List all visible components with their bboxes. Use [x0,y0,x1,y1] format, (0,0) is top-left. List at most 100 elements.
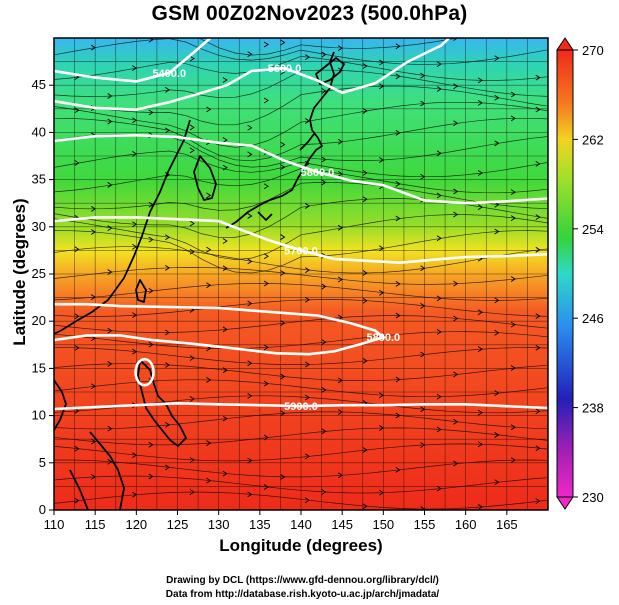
streamline-arrow [148,201,154,208]
y-tick-label: 20 [32,313,46,328]
y-axis: 0 5 10 15 20 25 30 35 40 45 [32,77,54,517]
streamline-arrow [304,118,311,124]
streamline-arrow [436,485,442,492]
streamline-arrow [206,106,212,113]
streamline-arrow [436,150,442,157]
streamline-arrow [222,238,228,244]
streamline-arrow [206,377,212,383]
streamline-arrow [477,204,483,210]
korea-coastline [193,155,217,201]
streamline-arrow [222,367,228,374]
streamline-arrow [222,326,228,333]
streamline-arrow [477,309,483,316]
streamline-arrow [477,100,483,106]
streamline-arrow [222,470,228,477]
streamline-arrow [420,72,426,79]
streamline-arrow [321,339,327,346]
streamline-arrow [453,280,459,287]
streamline [54,117,548,162]
contour-label: 5700.0 [284,245,318,257]
streamline-arrow [510,91,516,98]
streamline-arrow [132,65,138,72]
streamline-arrow [494,390,500,396]
streamline-arrow [362,63,368,69]
taiwan-coastline [135,279,147,303]
streamline-arrow [510,215,516,222]
streamline-arrow [362,270,368,276]
streamline-arrow [453,83,459,90]
streamline-arrow [247,124,253,131]
streamline-arrow [280,234,286,240]
streamline-arrow [379,289,385,296]
contour-line [54,133,548,205]
streamline-arrow [74,445,80,452]
streamline-arrow [74,344,80,351]
streamline-arrow [132,151,138,157]
streamline-arrow [206,192,212,199]
streamline-arrow [222,415,228,422]
streamline-arrow [206,440,212,446]
colorbar-tick-label: 262 [582,132,604,147]
streamline-arrow [420,173,426,180]
streamline-arrow [535,160,541,167]
streamline-arrow [453,371,459,378]
streamline-arrow [263,344,269,351]
streamline-arrow [379,425,385,431]
streamline-arrow [107,93,113,99]
streamline-arrow [337,224,344,231]
streamline-arrow [395,412,401,419]
streamline-arrow [280,270,286,276]
streamline [54,168,548,194]
streamline-arrow [263,253,269,260]
streamline-arrow [165,172,171,178]
x-tick-label: 145 [331,517,353,532]
streamline-arrow [395,215,401,222]
streamline [54,379,548,398]
streamline-arrow [395,376,401,383]
y-tick-label: 10 [32,408,46,423]
streamline-arrow [304,394,311,401]
streamline-arrow [247,392,253,399]
contour-closed-line [134,357,155,387]
streamline-arrow [395,130,401,136]
streamline [54,331,548,349]
streamline-arrow [436,192,442,199]
streamline-arrow [510,189,516,196]
streamline-arrow [420,100,426,107]
contour-line [54,38,451,112]
streamline-arrow [90,229,97,235]
streamline [54,38,548,65]
colorbar: 270 262 254 246 238 230 [556,37,604,510]
streamline-arrow [206,282,212,289]
streamline-arrow [280,39,286,46]
streamline-arrow [494,432,500,438]
x-tick-label: 160 [455,517,477,532]
streamline-arrow [247,491,253,498]
streamline-arrow [337,409,344,415]
streamline-arrow [165,422,171,428]
streamline-arrow [379,83,385,90]
streamline-arrow [420,506,426,510]
x-tick-label: 140 [290,517,312,532]
streamline-arrow [304,267,311,274]
streamline-arrow [148,341,154,348]
streamline-arrow [165,362,171,368]
streamline-arrow [321,489,327,495]
streamline-arrow [453,460,459,467]
streamline-arrow [535,445,541,452]
streamline-arrow [90,383,97,390]
streamline-arrow [321,283,327,290]
streamline-arrow [362,503,368,510]
streamline-arrow [510,276,516,282]
streamline-arrow [395,181,401,187]
streamline-arrow [74,107,80,114]
streamline-arrow [337,314,344,321]
streamline-arrow [189,147,195,154]
streamline-arrow [436,393,442,400]
streamline-arrow [263,280,269,287]
streamline-arrow [247,457,253,464]
streamline-arrow [535,313,541,320]
streamline-arrow [395,312,401,319]
streamline [54,315,548,333]
streamline-arrow [148,236,154,243]
